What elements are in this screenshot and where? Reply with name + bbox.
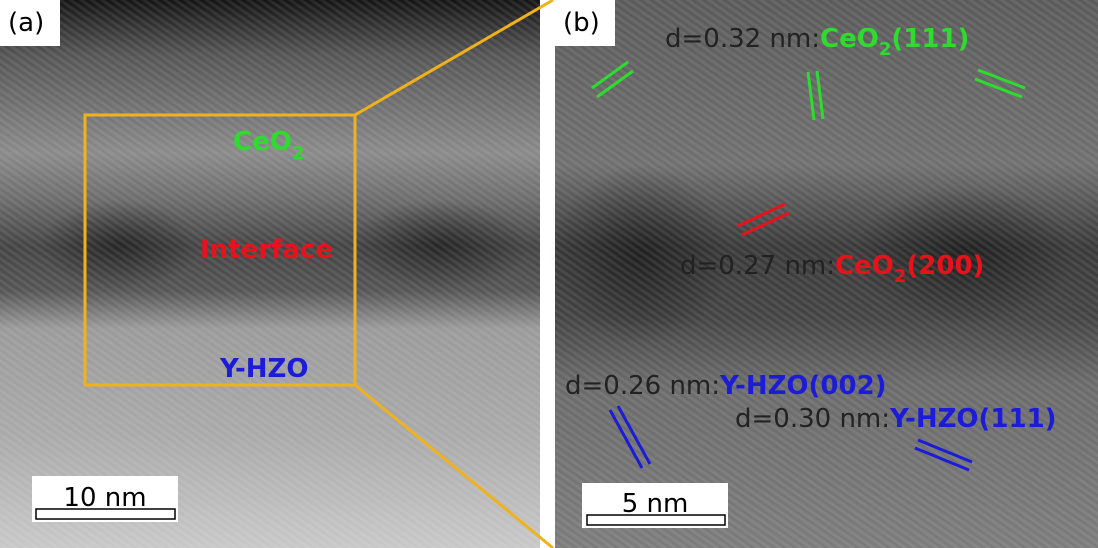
- fringe-markers: [737, 202, 790, 237]
- panel-a: (a) CeO2 Interface Y-HZO 10 nm: [0, 0, 540, 548]
- scale-bar-label: 5 nm: [622, 489, 689, 519]
- label-subscript: 2: [292, 143, 305, 164]
- panel-b: (b) d=0.32 nm:CeO2(111) d=0.27 nm:CeO2(2…: [550, 0, 1098, 548]
- annotation: d=0.26 nm:Y-HZO(002): [565, 371, 887, 401]
- scale-bar-text: 10 nm: [63, 483, 146, 513]
- panel-label-text: (a): [8, 8, 44, 38]
- label-box: [555, 0, 615, 46]
- scale-bar-text: 5 nm: [622, 489, 689, 519]
- label-text: CeO: [233, 127, 292, 157]
- annotation: d=0.30 nm:Y-HZO(111): [735, 404, 1057, 434]
- phase-subscript: 2: [894, 266, 907, 287]
- panel-label-text: (b): [563, 8, 600, 38]
- scale-bar-label: 10 nm: [63, 483, 146, 513]
- panel-label: (b): [563, 8, 600, 38]
- zoom-connector: [354, 0, 554, 117]
- spacing: d=0.26 nm:: [565, 371, 720, 401]
- phase: Y-HZO(111): [889, 404, 1057, 434]
- annotation: d=0.32 nm:CeO2(111): [665, 24, 969, 60]
- scale-bar: [35, 508, 176, 520]
- label-text: Y-HZO: [219, 354, 309, 384]
- region-label: CeO2: [233, 127, 304, 164]
- annotation: d=0.27 nm:CeO2(200): [680, 251, 984, 287]
- spacing: d=0.27 nm:: [680, 251, 835, 281]
- label-text: Interface: [200, 235, 333, 265]
- fringe-markers: [608, 405, 973, 472]
- phase: Y-HZO(002): [719, 371, 887, 401]
- region-label: Y-HZO: [219, 354, 309, 384]
- phase: CeO: [820, 24, 879, 54]
- zoom-connector: [354, 383, 554, 548]
- phase-plane: (200): [906, 251, 984, 281]
- phase-subscript: 2: [879, 39, 892, 60]
- zoom-box: [83, 113, 357, 387]
- label-box: [0, 0, 60, 46]
- phase: CeO: [835, 251, 894, 281]
- fringe-markers: [591, 60, 1026, 121]
- panel-label: (a): [8, 8, 44, 38]
- scale-bar: [586, 514, 726, 526]
- phase-plane: (111): [891, 24, 969, 54]
- spacing: d=0.30 nm:: [735, 404, 890, 434]
- region-label: Interface: [200, 235, 333, 265]
- spacing: d=0.32 nm:: [665, 24, 820, 54]
- lattice-texture: [0, 0, 540, 548]
